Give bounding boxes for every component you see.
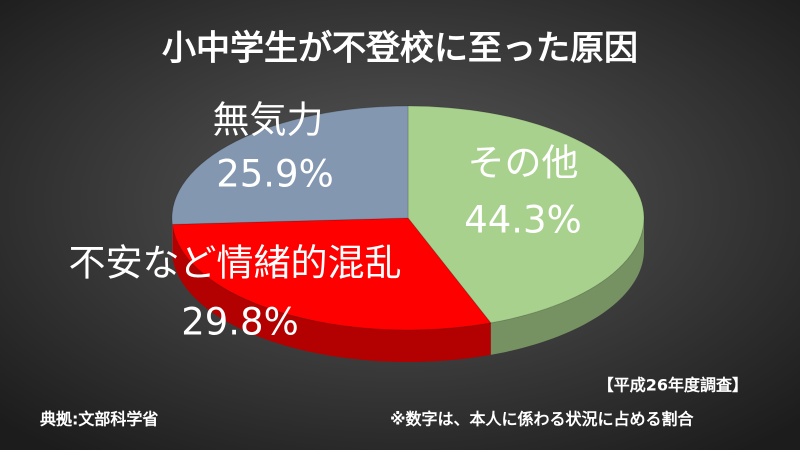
slice-side — [172, 224, 491, 362]
slice — [171, 105, 409, 225]
pie — [171, 105, 645, 362]
slice-label: 無気力 — [213, 99, 324, 142]
value-label: 29.8% — [181, 301, 299, 344]
slice — [407, 105, 645, 324]
chart-title: 小中学生が不登校に至った原因 — [162, 29, 638, 69]
slice-label: その他 — [468, 142, 579, 185]
value-label: 25.9% — [216, 153, 334, 196]
slice-label: 不安など情緒的混乱 — [69, 242, 402, 285]
footnote: ※数字は、本人に係わる状況に占める割合 — [390, 410, 695, 429]
value-label: 44.3% — [464, 199, 582, 242]
source: 典拠:文部科学省 — [40, 410, 158, 429]
slice-side — [490, 218, 644, 355]
survey-note: 【平成26年度調査】 — [598, 376, 748, 395]
slice — [171, 217, 492, 331]
